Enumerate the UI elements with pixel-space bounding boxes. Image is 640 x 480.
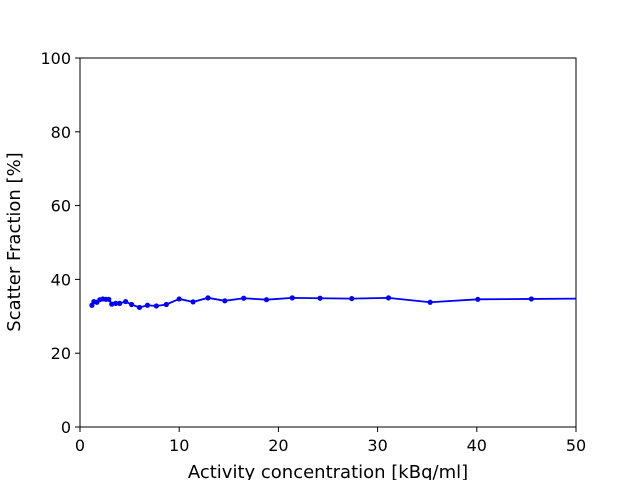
y-axis-label: Scatter Fraction [%] (4, 152, 25, 331)
y-axis: 0 20 40 60 80 100 (40, 49, 80, 437)
data-point (528, 296, 534, 302)
y-tick-label: 60 (51, 197, 71, 216)
data-point (128, 301, 135, 308)
data-point (241, 295, 247, 301)
data-point (106, 296, 112, 302)
data-point (123, 298, 129, 305)
data-point (144, 302, 151, 308)
x-tick-label: 30 (367, 436, 387, 455)
data-point (163, 301, 169, 308)
x-tick-label: 20 (268, 436, 288, 455)
y-tick-label: 20 (51, 344, 71, 363)
x-axis-label: Activity concentration [kBq/ml] (188, 462, 468, 480)
data-point (317, 295, 323, 301)
y-tick-label: 40 (51, 270, 71, 289)
x-tick-label: 40 (467, 436, 487, 455)
data-point (385, 295, 392, 301)
data-point (136, 304, 143, 311)
x-axis: 0 10 20 30 40 50 (75, 427, 586, 455)
data-point (190, 299, 196, 305)
x-tick-label: 10 (169, 436, 189, 455)
data-point (289, 295, 295, 301)
data-point (583, 296, 588, 301)
y-tick-label: 100 (40, 49, 71, 68)
data-point (475, 296, 481, 302)
data-point (153, 303, 159, 309)
data-point (176, 296, 182, 302)
data-point (263, 297, 270, 303)
y-tick-label: 80 (51, 123, 71, 142)
data-point (205, 295, 211, 301)
series-layer (89, 295, 588, 311)
x-tick-label: 0 (75, 436, 85, 455)
data-point (117, 300, 123, 306)
data-point (427, 299, 433, 305)
plot-frame (79, 57, 577, 428)
data-point (113, 300, 119, 306)
data-point (222, 298, 228, 304)
x-tick-label: 50 (566, 436, 586, 455)
y-tick-label: 0 (61, 418, 71, 437)
data-point (349, 295, 355, 302)
data-point (109, 301, 115, 307)
